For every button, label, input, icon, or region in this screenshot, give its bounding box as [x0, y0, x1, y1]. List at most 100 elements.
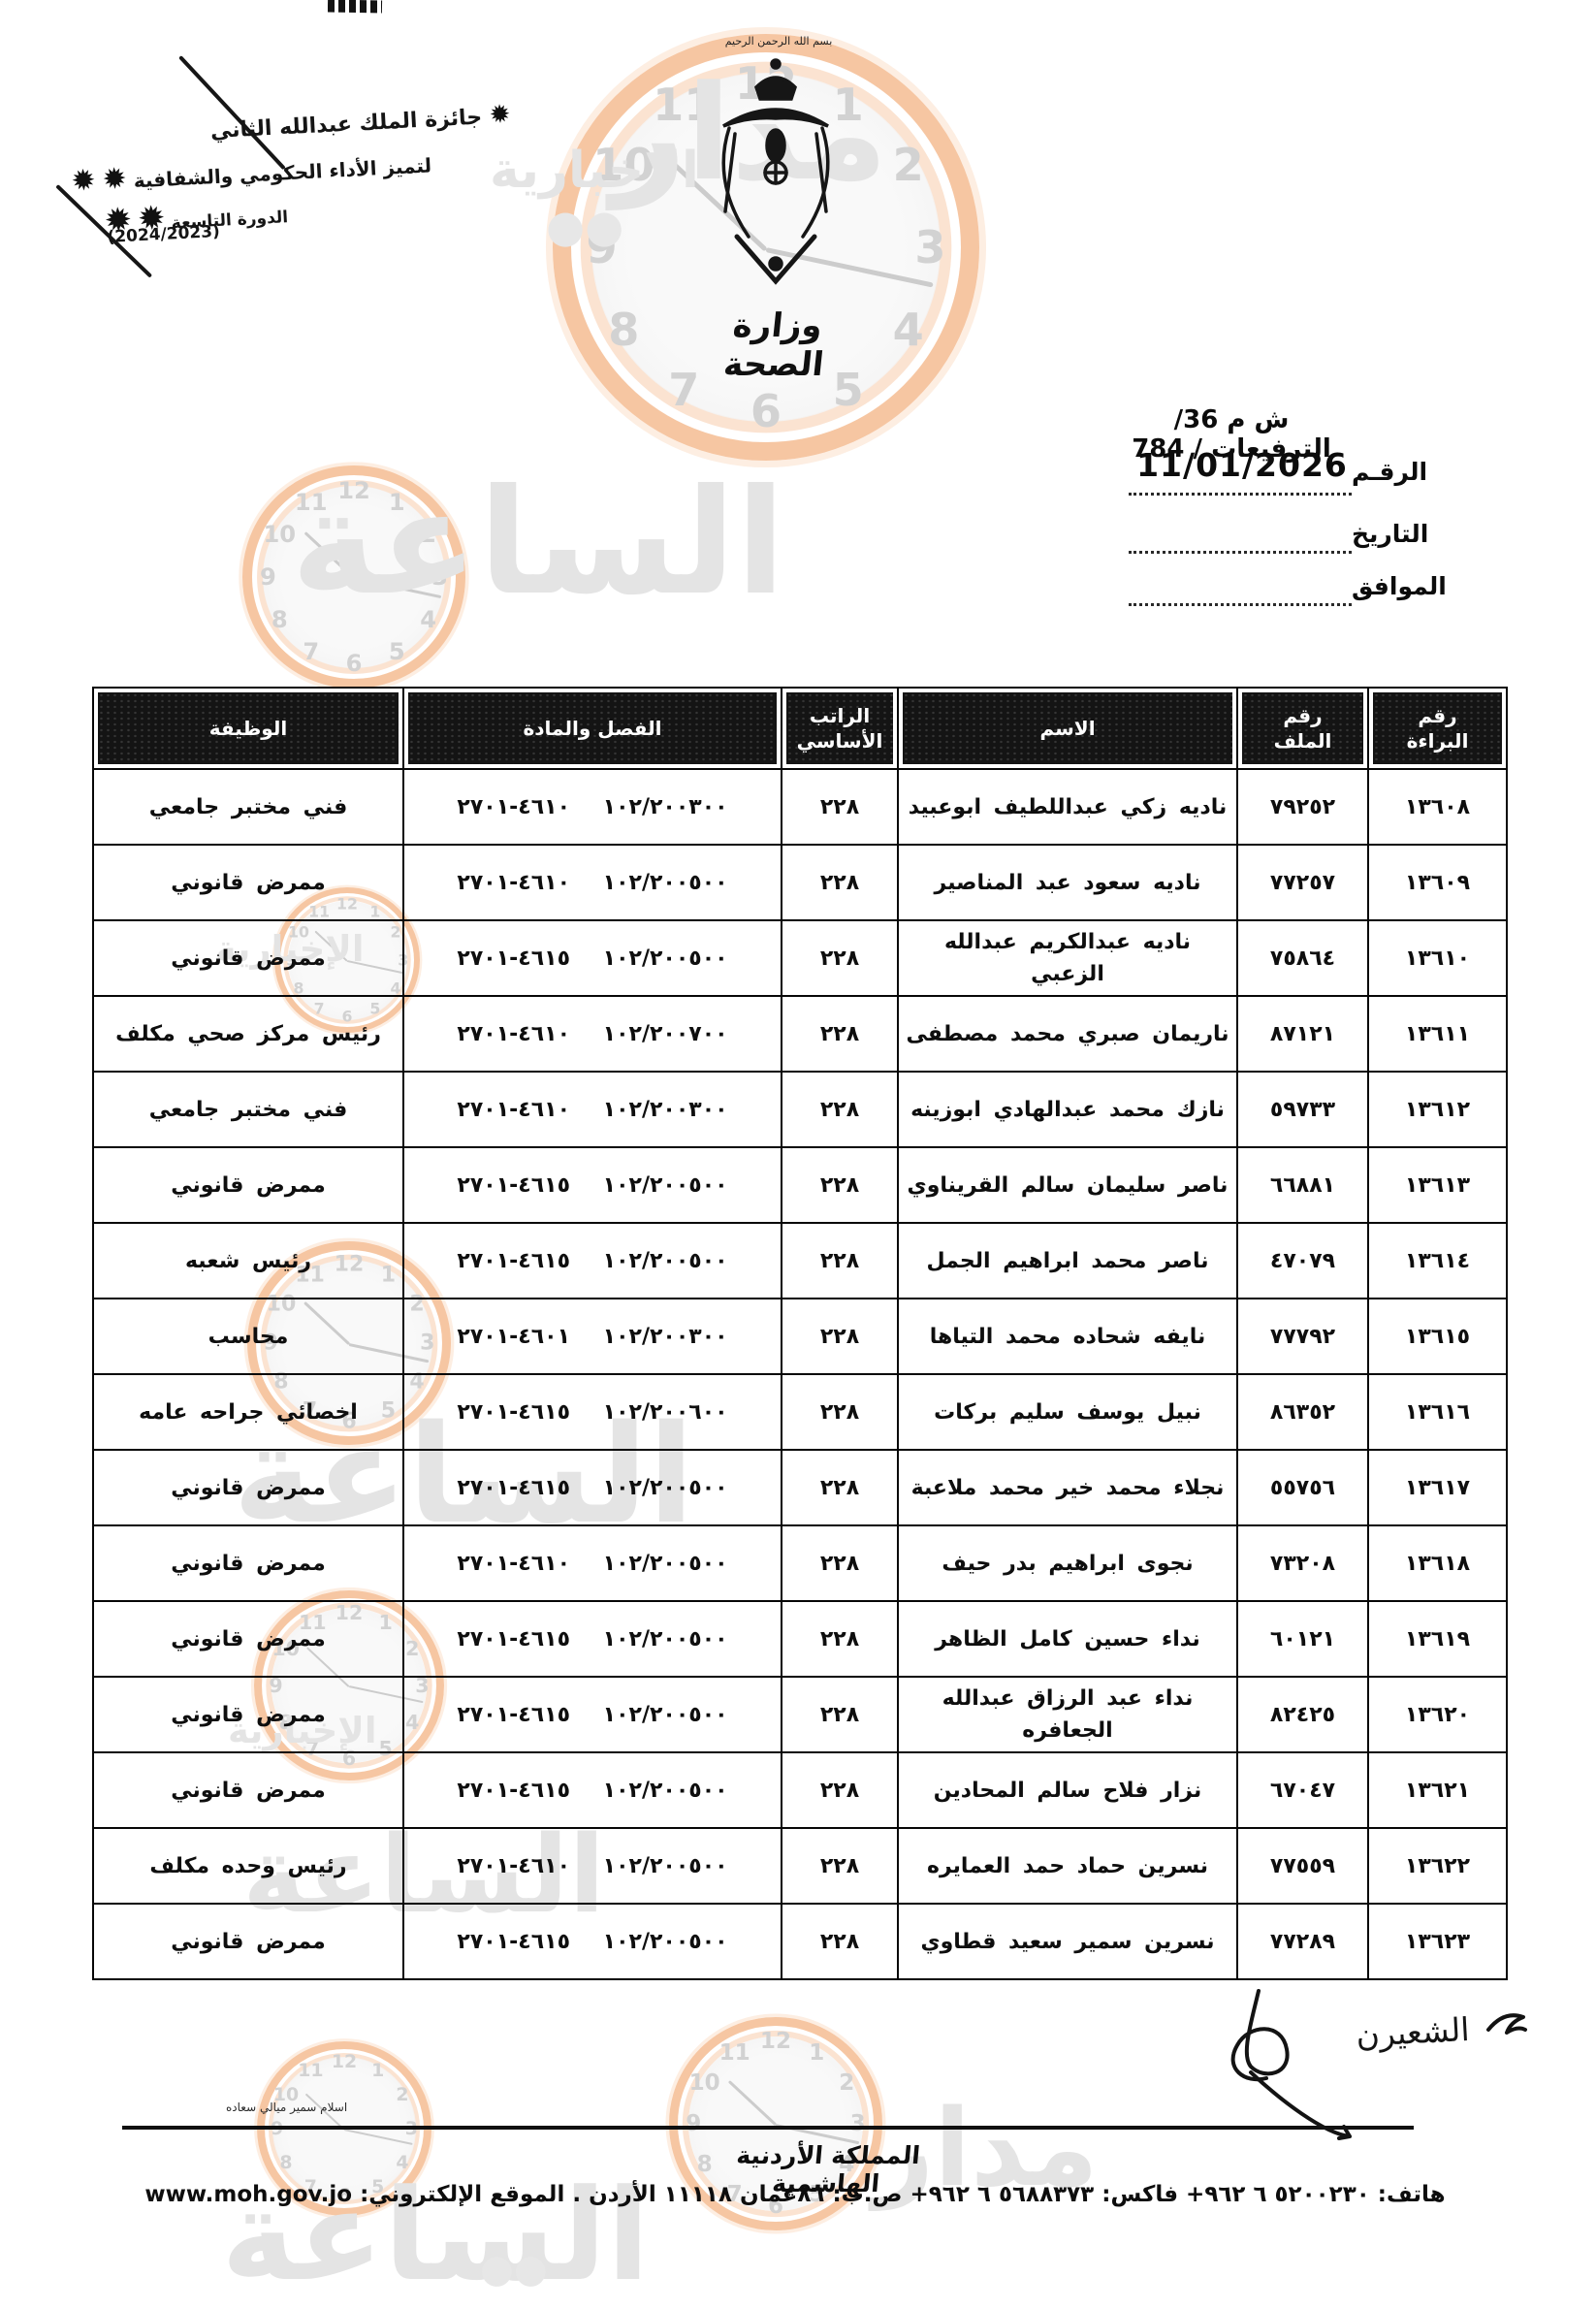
basic-salary-cell: ٢٢٨ — [781, 1751, 899, 1829]
basic-salary-cell: ٢٢٨ — [781, 1903, 899, 1980]
star-icon: ✹ — [488, 100, 512, 131]
employee-name-cell: نبيل يوسف سليم بركات — [897, 1373, 1238, 1451]
chapter-article-cell: ١٠٢/٢٠٠٥٠٠ ٤٦١٥-٢٧٠١ — [402, 1146, 782, 1224]
file-number-cell: ٦٧٠٤٧ — [1236, 1751, 1369, 1829]
file-number-cell: ٧٥٨٦٤ — [1236, 919, 1369, 997]
job-title-cell: رئيس وحده مكلف — [92, 1827, 404, 1905]
serial-number-cell: ١٣٦١٦ — [1367, 1373, 1508, 1451]
job-title-cell: ممرض قانوني — [92, 1524, 404, 1602]
employee-name-cell: نسرين حماد حمد العمايره — [897, 1827, 1238, 1905]
chapter-article-cell: ١٠٢/٢٠٠٥٠٠ ٤٦١٥-٢٧٠١ — [402, 1751, 782, 1829]
chapter-article-cell: ١٠٢/٢٠٠٥٠٠ ٤٦١٥-٢٧٠١ — [402, 919, 782, 997]
scan-smudge — [327, 0, 383, 14]
date-label: التاريخ — [1352, 520, 1429, 548]
file-number-cell: ٤٧٠٧٩ — [1236, 1222, 1369, 1299]
job-title-cell: فني مختبر جامعي — [92, 1071, 404, 1148]
watermark-news-text: الإخبارية — [490, 142, 699, 200]
file-number-cell: ٨٦٣٥٢ — [1236, 1373, 1369, 1451]
basic-salary-cell: ٢٢٨ — [781, 1524, 899, 1602]
chapter-article-cell: ١٠٢/٢٠٠٥٠٠ ٤٦١٥-٢٧٠١ — [402, 1222, 782, 1299]
file-number-cell: ٧٩٢٥٢ — [1236, 768, 1369, 846]
header-serial-number: رقم البراءة — [1367, 687, 1508, 770]
chapter-article-cell: ١٠٢/٢٠٠٥٠٠ ٤٦١٥-٢٧٠١ — [402, 1600, 782, 1678]
basic-salary-cell: ٢٢٨ — [781, 1146, 899, 1224]
basic-salary-cell: ٢٢٨ — [781, 1298, 899, 1375]
employee-name-cell: نزار فلاح سالم المحادين — [897, 1751, 1238, 1829]
employee-name-cell: نايفه شحاده محمد التياها — [897, 1298, 1238, 1375]
employee-name-cell: ناديه سعود عبد المناصير — [897, 844, 1238, 921]
file-number-cell: ٧٧٧٩٢ — [1236, 1298, 1369, 1375]
job-title-cell: ممرض قانوني — [92, 919, 404, 997]
corresponding-dotted-line — [1129, 603, 1352, 606]
serial-number-cell: ١٣٦٢٣ — [1367, 1903, 1508, 1980]
number-dotted-line — [1129, 493, 1352, 496]
file-number-cell: ٨٢٤٢٥ — [1236, 1676, 1369, 1753]
basic-salary-cell: ٢٢٨ — [781, 995, 899, 1073]
job-title-cell: رئيس مركز صحي مكلف — [92, 995, 404, 1073]
header-job-title: الوظيفة — [92, 687, 404, 770]
basic-salary-cell: ٢٢٨ — [781, 1600, 899, 1678]
basic-salary-cell: ٢٢٨ — [781, 919, 899, 997]
table-row: ١٣٦٠٩ ٧٧٢٥٧ ناديه سعود عبد المناصير ٢٢٨ … — [92, 844, 1508, 921]
chapter-article-cell: ١٠٢/٢٠٠٣٠٠ ٤٦١٠-٢٧٠١ — [402, 1071, 782, 1148]
chapter-article-cell: ١٠٢/٢٠٠٣٠٠ ٤٦١٠-٢٧٠١ — [402, 768, 782, 846]
watermark-brand-text: الساعة — [291, 459, 786, 627]
basic-salary-cell: ٢٢٨ — [781, 1449, 899, 1526]
basic-salary-cell: ٢٢٨ — [781, 768, 899, 846]
file-number-cell: ٧٧٥٥٩ — [1236, 1827, 1369, 1905]
reference-line: ش م 36/الترفيعات / 784 — [1132, 405, 1331, 464]
chapter-article-cell: ١٠٢/٢٠٠٥٠٠ ٤٦١٠-٢٧٠١ — [402, 844, 782, 921]
serial-number-cell: ١٣٦٢١ — [1367, 1751, 1508, 1829]
serial-number-cell: ١٣٦١٥ — [1367, 1298, 1508, 1375]
employee-name-cell: ناصر سليمان سالم القريناوي — [897, 1146, 1238, 1224]
promotion-table-body: ١٣٦٠٨ ٧٩٢٥٢ ناديه زكي عبداللطيف ابوعبيد … — [92, 768, 1508, 1980]
table-row: ١٣٦١٤ ٤٧٠٧٩ ناصر محمد ابراهيم الجمل ٢٢٨ … — [92, 1222, 1508, 1299]
watermark-dots: ●● — [546, 200, 624, 252]
serial-number-cell: ١٣٦٠٩ — [1367, 844, 1508, 921]
table-row: ١٣٦٢٢ ٧٧٥٥٩ نسرين حماد حمد العمايره ٢٢٨ … — [92, 1827, 1508, 1905]
table-row: ١٣٦٠٨ ٧٩٢٥٢ ناديه زكي عبداللطيف ابوعبيد … — [92, 768, 1508, 846]
header-basic-salary: الراتب الأساسي — [781, 687, 899, 770]
chapter-article-cell: ١٠٢/٢٠٠٥٠٠ ٤٦١٥-٢٧٠١ — [402, 1449, 782, 1526]
job-title-cell: محاسب — [92, 1298, 404, 1375]
promotions-table: رقم البراءة رقم الملف الاسم الراتب الأسا… — [92, 687, 1508, 1980]
table-row: ١٣٦١٥ ٧٧٧٩٢ نايفه شحاده محمد التياها ٢٢٨… — [92, 1298, 1508, 1375]
employee-name-cell: نازك محمد عبدالهادي ابوزينه — [897, 1071, 1238, 1148]
signature-scribble — [1230, 1989, 1527, 2140]
job-title-cell: ممرض قانوني — [92, 844, 404, 921]
job-title-cell: ممرض قانوني — [92, 1676, 404, 1753]
basic-salary-cell: ٢٢٨ — [781, 844, 899, 921]
serial-number-cell: ١٣٦٠٨ — [1367, 768, 1508, 846]
file-number-cell: ٧٧٢٨٩ — [1236, 1903, 1369, 1980]
serial-number-cell: ١٣٦١٠ — [1367, 919, 1508, 997]
basic-salary-cell: ٢٢٨ — [781, 1222, 899, 1299]
date-dotted-line — [1129, 551, 1352, 554]
table-row: ١٣٦٢١ ٦٧٠٤٧ نزار فلاح سالم المحادين ٢٢٨ … — [92, 1751, 1508, 1829]
employee-name-cell: نداء حسين كامل الظاهر — [897, 1600, 1238, 1678]
job-title-cell: ممرض قانوني — [92, 1751, 404, 1829]
employee-name-cell: نجوى ابراهيم بدر حيف — [897, 1524, 1238, 1602]
job-title-cell: ممرض قانوني — [92, 1146, 404, 1224]
royal-crest — [721, 58, 830, 285]
serial-number-cell: ١٣٦١٤ — [1367, 1222, 1508, 1299]
chapter-article-cell: ١٠٢/٢٠٠٦٠٠ ٤٦١٥-٢٧٠١ — [402, 1373, 782, 1451]
job-title-cell: ممرض قانوني — [92, 1903, 404, 1980]
award-stamp-line1: جائزة الملك عبدالله الثاني — [209, 105, 483, 144]
ministry-name: وزارة الصحة — [721, 306, 826, 384]
basic-salary-cell: ٢٢٨ — [781, 1373, 899, 1451]
table-row: ١٣٦١٣ ٦٦٨٨١ ناصر سليمان سالم القريناوي ٢… — [92, 1146, 1508, 1224]
table-row: ١٣٦١٧ ٥٥٧٥٦ نجلاء محمد خير محمد ملاعبة ٢… — [92, 1449, 1508, 1526]
header-chapter-article: الفصل والمادة — [402, 687, 782, 770]
header-name: الاسم — [897, 687, 1238, 770]
file-number-cell: ٦٠١٢١ — [1236, 1600, 1369, 1678]
file-number-cell: ٥٩٧٣٣ — [1236, 1071, 1369, 1148]
number-label: الرقـم — [1352, 458, 1428, 486]
chapter-article-cell: ١٠٢/٢٠٠٥٠٠ ٤٦١٥-٢٧٠١ — [402, 1676, 782, 1753]
header-file-number: رقم الملف — [1236, 687, 1369, 770]
table-row: ١٣٦١٨ ٧٣٢٠٨ نجوى ابراهيم بدر حيف ٢٢٨ ١٠٢… — [92, 1524, 1508, 1602]
basic-salary-cell: ٢٢٨ — [781, 1071, 899, 1148]
table-header-row: رقم البراءة رقم الملف الاسم الراتب الأسا… — [92, 687, 1508, 770]
employee-name-cell: ناريمان صبري محمد مصطفى — [897, 995, 1238, 1073]
